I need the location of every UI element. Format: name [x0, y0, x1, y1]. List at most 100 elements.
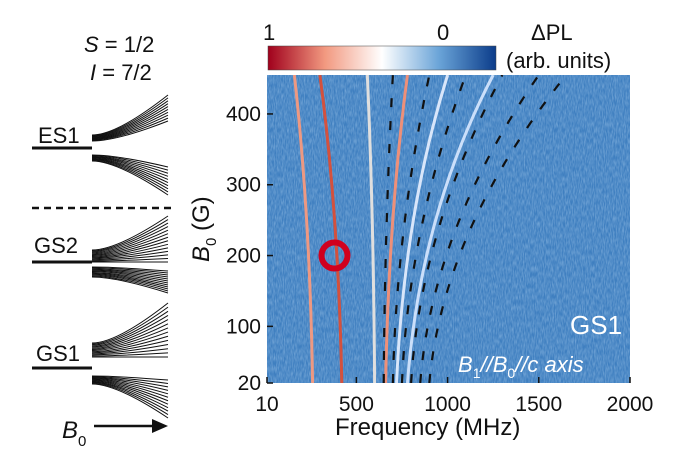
resonance-curve [395, 75, 450, 383]
zeeman-line [91, 379, 169, 402]
zeeman-line [91, 352, 169, 357]
y-axis-label: B0 (G) [188, 196, 220, 262]
zeeman-line [91, 226, 169, 254]
b0-axis-label: B0 [62, 417, 86, 450]
zeeman-line [91, 159, 169, 190]
zeeman-line [91, 376, 169, 384]
plot-annotation-gs1: GS1 [570, 310, 622, 340]
x-tick-label: 1000 [424, 393, 471, 416]
zeeman-line [91, 229, 169, 255]
zeeman-line [91, 103, 169, 138]
zeeman-line [91, 158, 169, 187]
b0-axis-base: B [62, 417, 78, 444]
y-axis-label-sub: 0 [203, 238, 220, 246]
zeeman-line [91, 120, 169, 142]
zeeman-line [91, 302, 169, 344]
arrow-right-icon [152, 419, 168, 433]
x-tick-label: 1500 [515, 393, 562, 416]
axis-anno-tail: //c axis [513, 352, 583, 377]
y-tick-label: 400 [226, 103, 261, 126]
spin-i-value: = 7/2 [96, 60, 152, 85]
zeeman-line [91, 247, 169, 259]
zeeman-line [91, 375, 169, 381]
zeeman-line [91, 156, 169, 177]
zeeman-line [91, 109, 169, 139]
level-label-es1: ES1 [38, 123, 80, 148]
zeeman-line [91, 376, 169, 388]
zeeman-line [91, 276, 169, 294]
zeeman-line [91, 377, 169, 391]
zeeman-line [91, 267, 169, 274]
zeeman-line [91, 222, 169, 253]
y-axis-ticks: 20 100 200 300 400 [226, 103, 273, 395]
spin-s-label: S = 1/2 [84, 32, 154, 57]
zeeman-line [91, 327, 169, 350]
zeeman-line [91, 268, 169, 276]
zeeman-line [91, 269, 169, 278]
x-axis-label: Frequency (MHz) [335, 414, 520, 441]
zeeman-line [91, 331, 169, 352]
zeeman-line [91, 271, 169, 282]
gs2-zeeman-fan [91, 215, 169, 294]
x-tick-label: 2000 [607, 393, 654, 416]
zeeman-line [91, 243, 169, 258]
zeeman-line [91, 382, 169, 415]
zeeman-line [91, 335, 169, 353]
zeeman-line [91, 310, 169, 346]
zeeman-line [91, 155, 169, 174]
spin-i-label: I = 7/2 [90, 60, 152, 85]
resonance-curves [292, 75, 495, 383]
zeeman-line [91, 383, 169, 419]
zeeman-line [91, 155, 169, 171]
axis-anno-sub1: 1 [473, 365, 481, 381]
zeeman-line [91, 219, 169, 252]
zeeman-line [91, 111, 169, 140]
zeeman-line [91, 160, 169, 196]
zeeman-line [91, 306, 169, 345]
zeeman-line [91, 97, 169, 137]
zeeman-line [91, 348, 169, 356]
x-axis-ticks: 10 500 1000 1500 2000 [255, 377, 653, 416]
y-axis-label-unit: (G) [188, 196, 215, 237]
zeeman-line [91, 380, 169, 405]
spin-i-symbol: I [90, 60, 96, 85]
colorbar-min-label: 1 [263, 20, 275, 45]
highlight-circle-marker [318, 239, 351, 272]
resonance-curve [292, 75, 315, 383]
colorbar-gradient [267, 45, 497, 71]
y-tick-label: 20 [238, 372, 261, 395]
es1-zeeman-fan [91, 94, 169, 196]
zeeman-line [91, 323, 169, 349]
colorbar-units: (arb. units) [506, 48, 611, 73]
zeeman-line [91, 215, 169, 251]
zeeman-line [91, 274, 169, 290]
level-label-gs2: GS2 [34, 233, 78, 258]
zeeman-line [91, 250, 169, 260]
axis-anno-mid: // [478, 352, 494, 377]
gs1-zeeman-fan [91, 302, 169, 419]
zeeman-line [91, 273, 169, 288]
y-tick-label: 100 [226, 315, 261, 338]
zeeman-line [91, 254, 169, 261]
zeeman-line [91, 157, 169, 180]
b0-axis-subscript: 0 [78, 433, 86, 450]
y-axis-label-base: B [188, 246, 215, 262]
colorbar-title: ΔPL [531, 20, 573, 45]
zeeman-line [91, 157, 169, 184]
x-tick-label: 500 [339, 393, 374, 416]
dashed-curve [410, 75, 504, 383]
zeeman-line [91, 379, 169, 398]
x-tick-label: 10 [255, 393, 278, 416]
zeeman-line [91, 257, 169, 262]
zeeman-line [91, 271, 169, 284]
zeeman-line [91, 270, 169, 280]
zeeman-line [91, 114, 169, 141]
zeeman-line [91, 236, 169, 257]
colorbar: 1 0 ΔPL (arb. units) [263, 20, 611, 73]
zeeman-line [91, 159, 169, 193]
heatmap-plot: GS1 B1//B0//c axis 10 500 1000 1500 2000 201… [188, 75, 653, 441]
zeeman-line [91, 100, 169, 137]
zeeman-line [91, 344, 169, 355]
colorbar-max-label: 0 [437, 20, 449, 45]
